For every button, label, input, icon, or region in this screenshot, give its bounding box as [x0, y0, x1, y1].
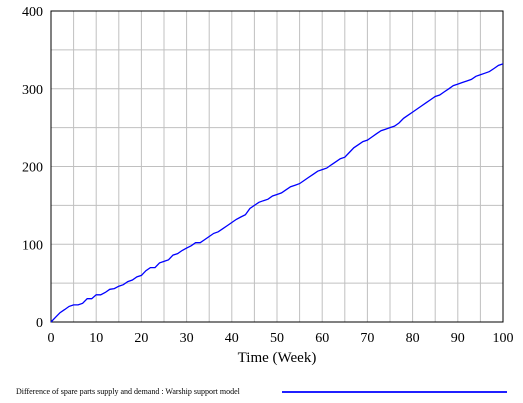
- y-tick-label: 100: [22, 238, 43, 253]
- x-axis-ticks: 0 10 20 30 40 50 60 70 80 90 100: [48, 331, 514, 346]
- y-tick-label: 400: [22, 5, 43, 20]
- x-tick-label: 40: [225, 331, 239, 346]
- x-axis-title: Time (Week): [238, 350, 317, 366]
- x-tick-label: 20: [134, 331, 148, 346]
- y-axis-ticks: 0 100 200 300 400: [22, 5, 43, 331]
- y-tick-label: 300: [22, 83, 43, 98]
- legend-label: Difference of spare parts supply and dem…: [16, 387, 241, 396]
- x-tick-label: 80: [406, 331, 420, 346]
- x-tick-label: 70: [360, 331, 374, 346]
- series-line: [50, 63, 504, 323]
- x-tick-label: 90: [451, 331, 465, 346]
- x-tick-label: 50: [270, 331, 284, 346]
- x-tick-label: 0: [48, 331, 55, 346]
- y-tick-label: 200: [22, 161, 43, 176]
- x-tick-label: 10: [89, 331, 103, 346]
- x-tick-label: 100: [493, 331, 514, 346]
- plot-frame: [50, 10, 504, 323]
- grid-lines: [51, 11, 503, 322]
- x-tick-label: 60: [315, 331, 329, 346]
- x-tick-label: 30: [180, 331, 194, 346]
- y-tick-label: 0: [36, 316, 43, 331]
